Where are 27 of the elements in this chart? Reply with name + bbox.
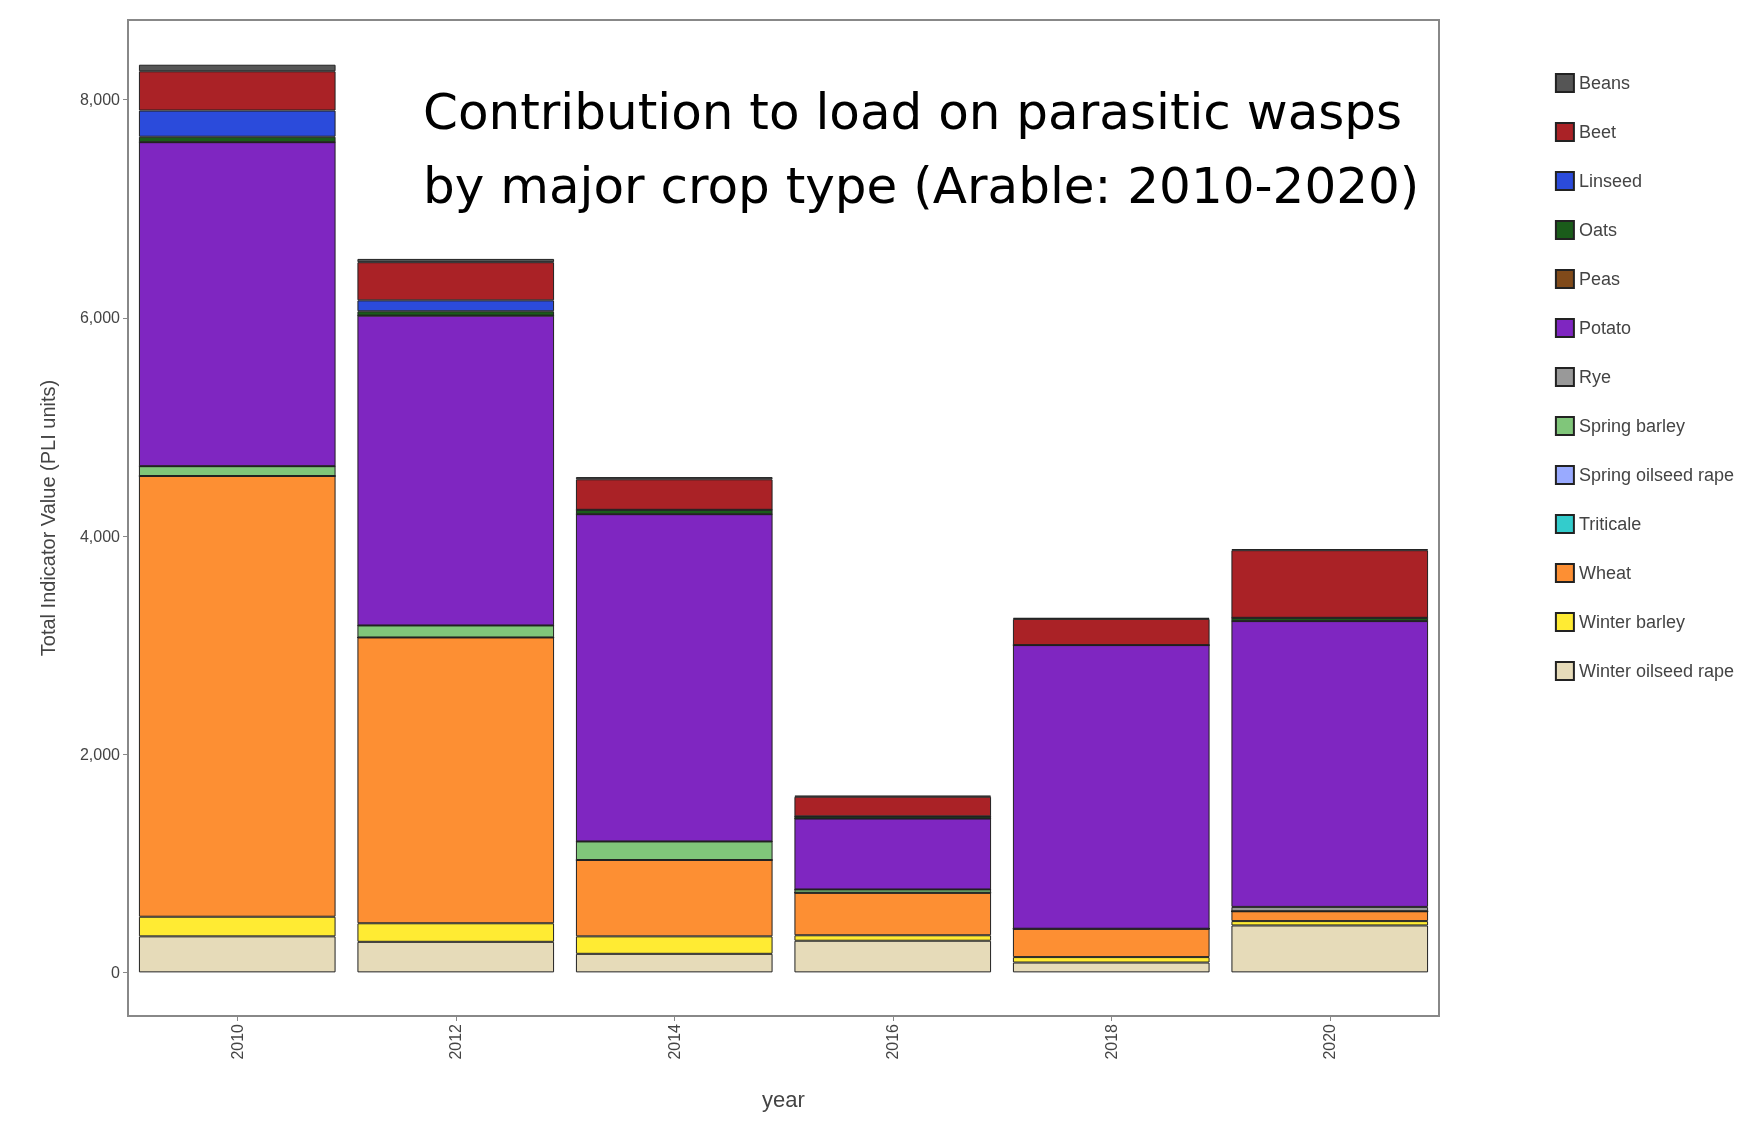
legend-label: Peas	[1578, 269, 1620, 289]
y-tick-label: 6,000	[79, 309, 121, 327]
legend-label: Beans	[1578, 73, 1630, 93]
x-axis-title: year	[762, 1086, 805, 1112]
x-tick-label: 2020	[1321, 1023, 1339, 1060]
legend-label: Beet	[1578, 122, 1616, 142]
legend-label: Rye	[1578, 367, 1611, 387]
legend-label: Spring oilseed rape	[1578, 465, 1735, 485]
y-tick-label: 4,000	[79, 527, 121, 545]
y-tick-label: 0	[111, 963, 121, 981]
legend-label: Oats	[1578, 220, 1617, 240]
x-tick-label: 2018	[1102, 1023, 1120, 1060]
text: Contribution to load on parasitic wasps by major crop type (Arable: 2010-2020)	[423, 83, 1420, 215]
y-axis-title: Total Indicator Value (PLI units)	[37, 379, 59, 657]
legend-label: Linseed	[1578, 171, 1642, 191]
y-tick-label: 2,000	[79, 745, 121, 763]
legend-label: Wheat	[1578, 563, 1631, 583]
y-tick-label: 8,000	[79, 91, 121, 109]
legend-label: Winter barley	[1578, 612, 1685, 632]
x-tick-label: 2016	[884, 1023, 902, 1060]
legend-label: Potato	[1578, 318, 1631, 338]
legend-label: Spring barley	[1578, 416, 1685, 436]
x-tick-label: 2014	[665, 1023, 683, 1060]
x-tick-label: 2012	[447, 1023, 465, 1060]
legend-label: Winter oilseed rape	[1578, 661, 1734, 681]
legend-label: Triticale	[1578, 514, 1642, 534]
x-tick-label: 2010	[228, 1023, 246, 1060]
